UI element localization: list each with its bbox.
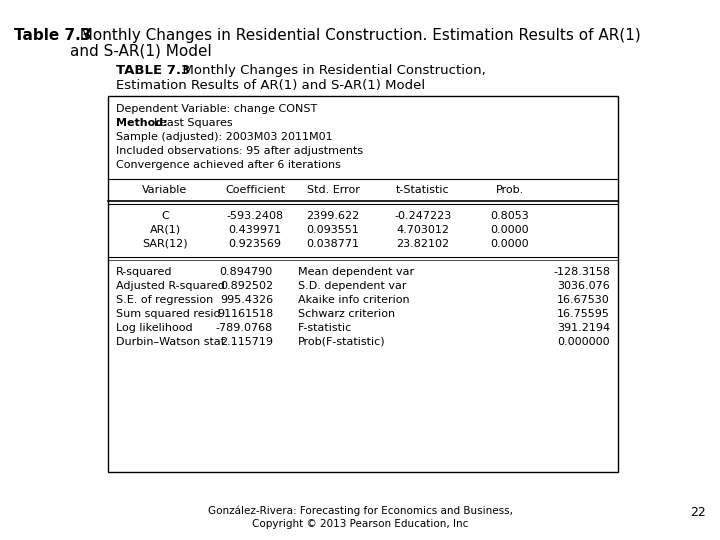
Text: 91161518: 91161518 (217, 309, 273, 319)
Text: Monthly Changes in Residential Construction,: Monthly Changes in Residential Construct… (174, 64, 486, 77)
Text: and S-AR(1) Model: and S-AR(1) Model (70, 44, 212, 59)
Text: -593.2408: -593.2408 (226, 211, 284, 221)
Text: S.D. dependent var: S.D. dependent var (298, 281, 407, 291)
Text: -128.3158: -128.3158 (553, 267, 610, 277)
Text: Std. Error: Std. Error (307, 185, 359, 195)
Text: Prob(F-statistic): Prob(F-statistic) (298, 337, 386, 347)
Text: 0.093551: 0.093551 (307, 225, 359, 235)
Text: Sum squared resid: Sum squared resid (116, 309, 220, 319)
Text: Variable: Variable (143, 185, 188, 195)
Text: Included observations: 95 after adjustments: Included observations: 95 after adjustme… (116, 146, 363, 156)
Text: Estimation Results of AR(1) and S-AR(1) Model: Estimation Results of AR(1) and S-AR(1) … (116, 79, 425, 92)
Text: TABLE 7.3: TABLE 7.3 (116, 64, 190, 77)
Text: -789.0768: -789.0768 (216, 323, 273, 333)
Text: AR(1): AR(1) (150, 225, 181, 235)
Text: Convergence achieved after 6 iterations: Convergence achieved after 6 iterations (116, 160, 341, 170)
Text: Schwarz criterion: Schwarz criterion (298, 309, 395, 319)
Text: 0.892502: 0.892502 (220, 281, 273, 291)
Text: 0.439971: 0.439971 (228, 225, 282, 235)
Text: González-Rivera: Forecasting for Economics and Business,: González-Rivera: Forecasting for Economi… (207, 506, 513, 516)
Text: 2399.622: 2399.622 (307, 211, 359, 221)
Text: Copyright © 2013 Pearson Education, Inc: Copyright © 2013 Pearson Education, Inc (252, 519, 468, 529)
Text: 16.67530: 16.67530 (557, 295, 610, 305)
Text: 0.000000: 0.000000 (557, 337, 610, 347)
Text: Akaike info criterion: Akaike info criterion (298, 295, 410, 305)
Bar (108, 96, 618, 472)
Text: 0.0000: 0.0000 (491, 239, 529, 249)
Text: 22: 22 (690, 506, 706, 519)
Text: Adjusted R-squared: Adjusted R-squared (116, 281, 225, 291)
Text: Sample (adjusted): 2003M03 2011M01: Sample (adjusted): 2003M03 2011M01 (116, 132, 333, 142)
Text: 0.0000: 0.0000 (491, 225, 529, 235)
Text: Method:: Method: (116, 118, 171, 128)
Text: -0.247223: -0.247223 (395, 211, 451, 221)
Text: Least Squares: Least Squares (154, 118, 233, 128)
Text: S.E. of regression: S.E. of regression (116, 295, 213, 305)
Text: 2.115719: 2.115719 (220, 337, 273, 347)
Text: 0.038771: 0.038771 (307, 239, 359, 249)
Text: Coefficient: Coefficient (225, 185, 285, 195)
Text: 0.894790: 0.894790 (220, 267, 273, 277)
Text: F-statistic: F-statistic (298, 323, 352, 333)
Text: Prob.: Prob. (496, 185, 524, 195)
Text: SAR(12): SAR(12) (142, 239, 188, 249)
Text: Mean dependent var: Mean dependent var (298, 267, 414, 277)
Text: 4.703012: 4.703012 (397, 225, 449, 235)
Text: R-squared: R-squared (116, 267, 173, 277)
Text: Durbin–Watson stat: Durbin–Watson stat (116, 337, 225, 347)
Text: 0.923569: 0.923569 (228, 239, 282, 249)
Text: C: C (161, 211, 169, 221)
Text: Monthly Changes in Residential Construction. Estimation Results of AR(1): Monthly Changes in Residential Construct… (70, 28, 641, 43)
Text: 16.75595: 16.75595 (557, 309, 610, 319)
Text: 391.2194: 391.2194 (557, 323, 610, 333)
Text: Log likelihood: Log likelihood (116, 323, 193, 333)
Text: 0.8053: 0.8053 (490, 211, 529, 221)
Text: 995.4326: 995.4326 (220, 295, 273, 305)
Text: Table 7.3: Table 7.3 (14, 28, 91, 43)
Text: Dependent Variable: change CONST: Dependent Variable: change CONST (116, 104, 318, 114)
Text: 3036.076: 3036.076 (557, 281, 610, 291)
Text: 23.82102: 23.82102 (397, 239, 449, 249)
Text: t-Statistic: t-Statistic (396, 185, 450, 195)
